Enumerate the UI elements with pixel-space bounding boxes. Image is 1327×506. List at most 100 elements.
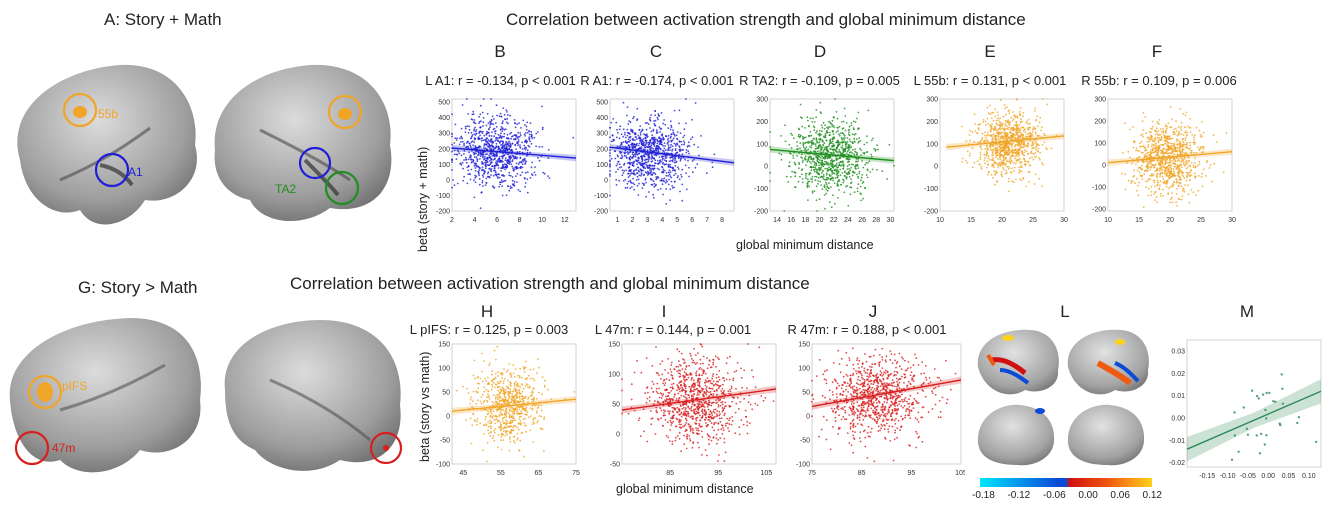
scatter-point	[1161, 175, 1164, 178]
scatter-point	[1142, 111, 1145, 114]
scatter-point	[846, 140, 849, 143]
scatter-point	[1150, 173, 1153, 176]
scatter-point	[609, 136, 611, 139]
scatter-point	[482, 151, 484, 154]
scatter-point	[464, 156, 467, 159]
scatter-point	[496, 114, 498, 117]
scatter-point	[846, 185, 849, 187]
scatter-points	[960, 98, 1058, 193]
scatter-point	[512, 372, 515, 375]
scatter-point	[821, 155, 824, 158]
scatter-point	[1175, 193, 1178, 195]
scatter-point	[1153, 166, 1156, 168]
scatter-point	[479, 113, 482, 116]
scatter-point	[851, 141, 854, 143]
scatter-point	[828, 173, 831, 176]
scatter-point	[484, 147, 487, 149]
scatter-point	[468, 125, 471, 128]
scatter-point	[1159, 149, 1162, 152]
scatter-point	[670, 139, 673, 142]
plot-frame	[451, 343, 577, 465]
scatter-point	[667, 134, 670, 137]
scatter-point	[470, 158, 473, 161]
scatter-point	[846, 150, 849, 153]
scatter-point	[1023, 160, 1026, 162]
scatter-point	[829, 178, 832, 180]
scatter-point	[489, 138, 492, 141]
scatter-point	[506, 147, 508, 150]
scatter-point	[851, 149, 854, 151]
roi-blob-47m-right	[383, 445, 389, 451]
scatter-point	[655, 138, 657, 141]
scatter-point	[501, 164, 504, 166]
scatter-point	[497, 176, 499, 178]
scatter-point	[984, 157, 986, 159]
scatter-point	[1143, 173, 1146, 176]
scatter-point	[1147, 151, 1150, 154]
scatter-point	[623, 163, 625, 166]
scatter-point	[659, 139, 662, 142]
scatter-point	[817, 180, 819, 182]
scatter-point	[1154, 138, 1157, 141]
scatter-point	[1190, 169, 1193, 171]
scatter-point	[780, 158, 783, 161]
scatter-point	[509, 436, 511, 438]
scatter-point	[513, 180, 516, 183]
scatter-point	[502, 382, 505, 385]
scatter-point	[638, 182, 640, 185]
scatter-point	[1141, 175, 1144, 177]
scatter-point	[857, 177, 860, 179]
scatter-point	[671, 148, 674, 151]
y-tick-label: -100	[1092, 184, 1106, 191]
scatter-point	[489, 163, 492, 166]
scatter-point	[472, 110, 475, 113]
scatter-point	[1180, 185, 1183, 188]
scatter-point	[848, 163, 850, 166]
scatter-point	[1163, 134, 1165, 137]
scatter-point	[788, 161, 791, 164]
scatter-point	[467, 165, 470, 167]
scatter-point	[825, 149, 828, 152]
scatter-point	[635, 136, 637, 139]
scatter-point	[1020, 161, 1023, 163]
scatter-point	[848, 168, 850, 170]
scatter-point	[809, 131, 812, 133]
scatter-point	[657, 145, 660, 148]
scatter-point	[1165, 131, 1167, 134]
scatter-point	[609, 155, 611, 157]
scatter-point	[809, 150, 812, 153]
roi-circle-47m-right	[369, 431, 403, 465]
scatter-point	[1158, 155, 1161, 158]
scatter-point	[850, 163, 853, 166]
scatter-point	[473, 162, 476, 165]
scatter-point	[1179, 182, 1181, 184]
scatter-point	[476, 399, 479, 402]
scatter-point	[1151, 135, 1153, 138]
scatter-point	[690, 138, 692, 141]
scatter-point	[1018, 110, 1021, 113]
scatter-point	[984, 120, 987, 123]
scatter-point	[1183, 156, 1186, 159]
scatter-point	[671, 156, 674, 159]
scatter-point	[989, 104, 991, 107]
scatter-point	[1019, 107, 1022, 109]
scatter-point	[671, 160, 674, 163]
scatter-point	[525, 430, 527, 433]
x-tick-label: 28	[872, 217, 880, 224]
roi-circle-pifs	[27, 374, 63, 410]
scatter-point	[526, 171, 529, 173]
scatter-point	[816, 130, 818, 132]
scatter-point	[498, 176, 501, 179]
roi-circle-55b-left	[62, 92, 98, 128]
scatter-point	[1161, 161, 1164, 164]
scatter-point	[839, 160, 842, 163]
scatter-point	[653, 157, 656, 160]
scatter-point	[541, 428, 544, 431]
scatter-point	[661, 166, 664, 169]
scatter-point	[1025, 121, 1028, 124]
scatter-point	[811, 190, 814, 193]
scatter-point	[824, 124, 826, 127]
scatter-point	[837, 157, 839, 160]
scatter-point	[1147, 178, 1150, 181]
scatter-point	[856, 190, 859, 193]
